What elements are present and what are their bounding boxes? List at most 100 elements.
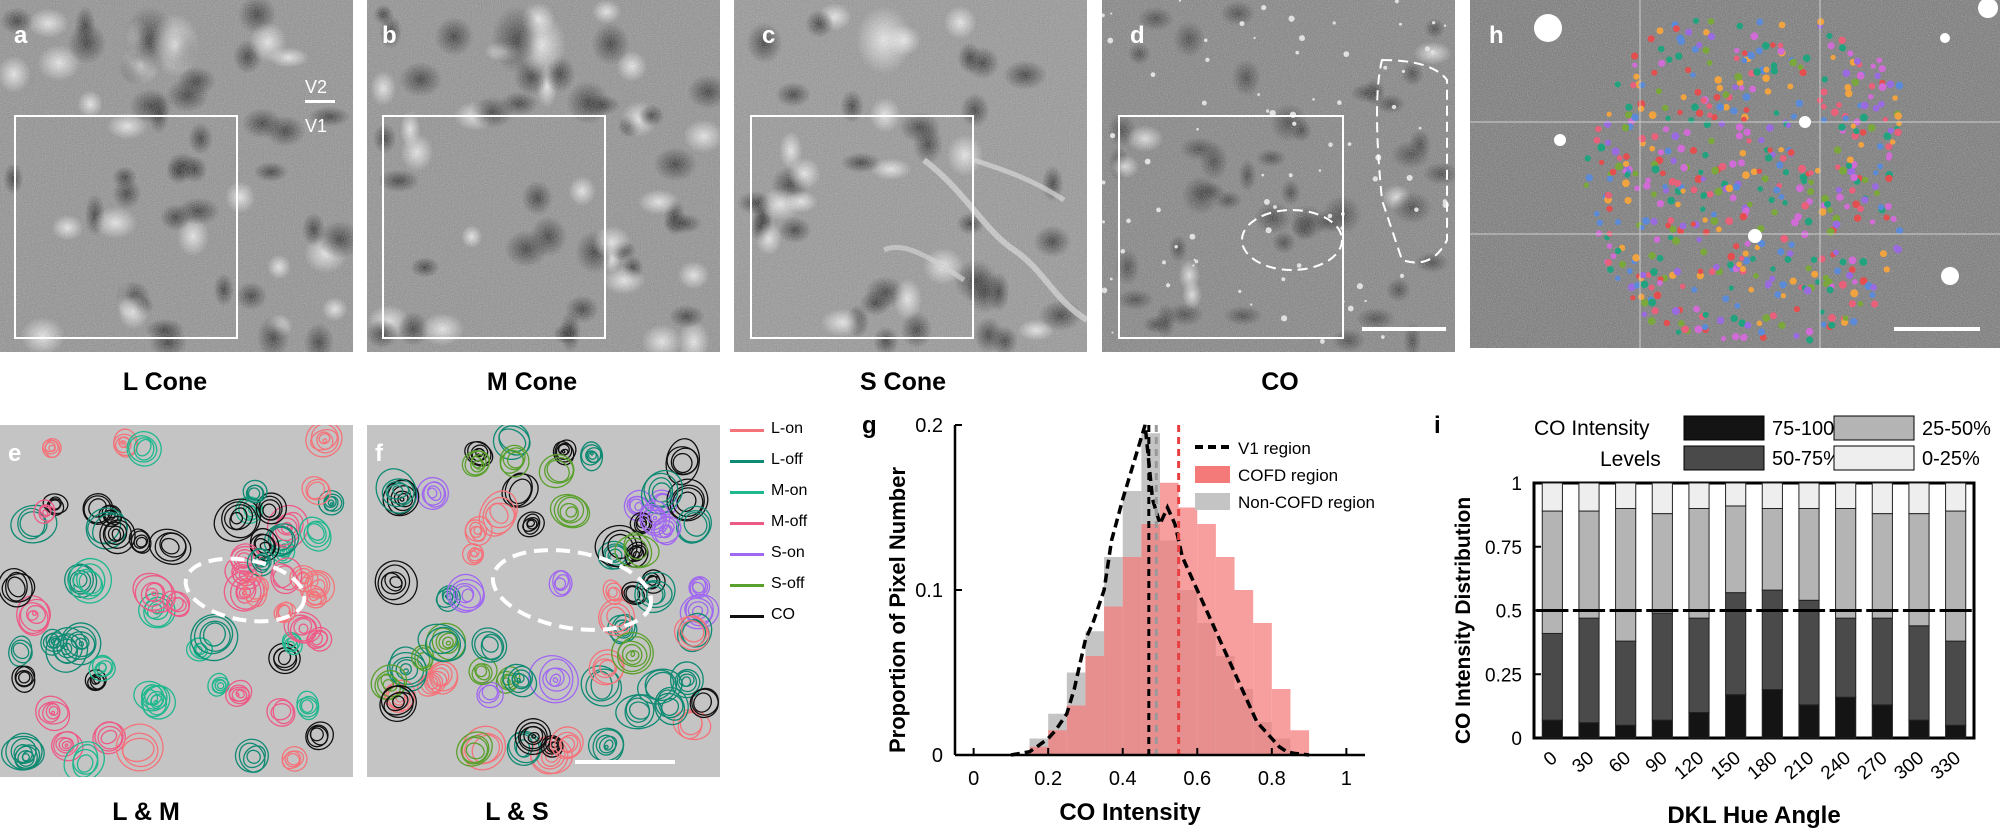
cell-dot (1716, 103, 1725, 112)
contour-line (552, 677, 559, 683)
co-map (1102, 0, 1455, 352)
contour-line (159, 532, 187, 558)
contour-line (21, 753, 31, 762)
panel-d-co-image (1102, 0, 1455, 352)
contour-line (140, 581, 166, 607)
cell-dot (1671, 132, 1680, 141)
cell-dot (1677, 144, 1686, 153)
contour-line (270, 703, 292, 721)
cell-dot (1624, 196, 1632, 205)
cell-dot (1890, 215, 1897, 223)
cell-dot (1757, 328, 1766, 336)
y-axis-label: CO Intensity Distribution (1452, 497, 1475, 744)
x-tick-label: 0.6 (1183, 768, 1211, 790)
contour-line (104, 521, 128, 545)
contour-line (666, 478, 709, 522)
cell-dot (1730, 314, 1738, 323)
legend-swatch (1195, 493, 1230, 510)
legend-swatch (730, 615, 764, 618)
cell-dot (1656, 200, 1665, 208)
cell-dot (1748, 286, 1755, 293)
cell-dot (1619, 260, 1627, 268)
legend-label: 25-50% (1922, 418, 1991, 440)
contour-line (72, 563, 106, 600)
x-tick-label: 30 (1569, 748, 1599, 778)
contour-line (102, 519, 132, 549)
cell-dot (1859, 257, 1868, 266)
contour-line (82, 493, 114, 525)
x-tick-label: 0 (1540, 748, 1562, 771)
contour-line (456, 731, 493, 767)
cell-dot (1853, 57, 1861, 65)
cell-dot (1738, 319, 1746, 328)
contour-line (262, 503, 277, 518)
contour-line (639, 503, 667, 534)
contour-line (135, 438, 152, 457)
cell-dot (1694, 175, 1703, 184)
contour-line (121, 732, 159, 768)
contour-line (614, 534, 660, 569)
cell-dot (1696, 41, 1703, 48)
cell-dot (1847, 50, 1854, 57)
cofd-bar (1160, 482, 1179, 755)
cell-dot (1632, 62, 1638, 68)
contour-line (630, 546, 644, 559)
cell-dot (1778, 146, 1784, 153)
contour-line (61, 740, 72, 750)
contour-line (603, 739, 614, 751)
contour-line (672, 452, 693, 474)
contour-line (318, 433, 331, 445)
cell-dot (1648, 298, 1657, 307)
cell-dot (1832, 214, 1841, 223)
cell-dot (1782, 200, 1788, 206)
contour-line (253, 552, 272, 571)
cell-dot (1732, 84, 1738, 91)
contour-line (305, 478, 330, 501)
m-cone-map (367, 0, 720, 352)
cell-dot (1696, 272, 1704, 280)
cell-dot (1746, 138, 1752, 144)
cell-dot (1740, 334, 1748, 342)
contour-line (375, 468, 418, 514)
cell-dot (1621, 123, 1630, 132)
x-tick-label: 90 (1642, 748, 1672, 778)
cell-dot (1632, 170, 1639, 177)
cell-dot (1788, 241, 1795, 248)
cell-dot (1811, 270, 1819, 278)
cell-dot (1742, 250, 1749, 257)
contour-line (531, 734, 537, 739)
cell-dot (1742, 256, 1751, 265)
contour-line (45, 703, 61, 720)
contour-line (565, 506, 578, 518)
contour-line (675, 505, 712, 544)
contour-line (554, 731, 582, 758)
contour-line (641, 506, 666, 531)
contour-line (676, 670, 698, 693)
cell-dot (1708, 137, 1715, 145)
l-cone-map (0, 0, 353, 352)
contour-line (121, 441, 125, 446)
cell-dot (1716, 84, 1724, 92)
cell-dot (1761, 42, 1770, 50)
cell-dot (1744, 240, 1751, 247)
stacked-bar-segment (1871, 482, 1893, 515)
cell-dot (1614, 219, 1622, 226)
contour-line (392, 485, 404, 496)
cell-dot (1787, 83, 1794, 90)
contour-line (146, 690, 168, 716)
cell-dot (1867, 123, 1876, 132)
contour-line (246, 749, 261, 764)
contour-line (430, 663, 453, 688)
contour-line (63, 645, 69, 651)
stacked-bar-segment (1725, 592, 1747, 696)
legend-swatch (730, 584, 764, 587)
contour-line (384, 572, 403, 592)
cell-dot (1749, 85, 1757, 93)
cell-dot (1667, 234, 1674, 241)
cell-dot (1727, 261, 1734, 269)
cofd-bar (1271, 689, 1291, 755)
cell-dot (1845, 89, 1853, 98)
contour-line (471, 627, 508, 663)
cell-dot (1819, 309, 1825, 315)
cell-dot (1746, 201, 1753, 208)
